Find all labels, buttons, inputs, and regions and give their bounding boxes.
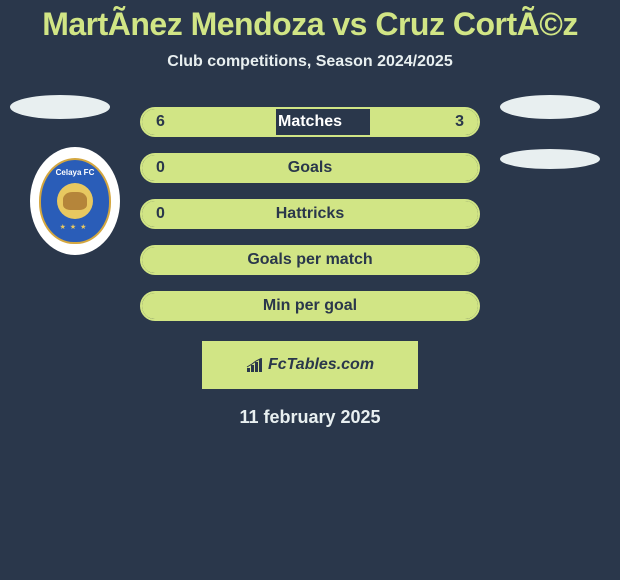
stats-area: Celaya FC ★★★ Matches63Goals0Hattricks0G… bbox=[0, 107, 620, 428]
stat-label: Goals bbox=[142, 159, 478, 177]
stat-value-left: 0 bbox=[156, 205, 165, 223]
main-container: MartÃ­nez Mendoza vs Cruz CortÃ©z Club c… bbox=[0, 0, 620, 428]
stat-value-left: 6 bbox=[156, 113, 165, 131]
credit-box: FcTables.com bbox=[202, 341, 418, 389]
chart-icon bbox=[246, 358, 264, 372]
bull-icon bbox=[63, 192, 87, 210]
stat-rows: Matches63Goals0Hattricks0Goals per match… bbox=[140, 107, 480, 321]
date-text: 11 february 2025 bbox=[0, 407, 620, 428]
badge-emblem-circle bbox=[57, 183, 93, 219]
stat-value-left: 0 bbox=[156, 159, 165, 177]
stat-label: Hattricks bbox=[142, 205, 478, 223]
stat-label: Matches bbox=[142, 113, 478, 131]
stat-row: Hattricks0 bbox=[140, 199, 480, 229]
avatar-right-placeholder-2 bbox=[500, 149, 600, 169]
page-title: MartÃ­nez Mendoza vs Cruz CortÃ©z bbox=[0, 6, 620, 43]
stat-label: Goals per match bbox=[142, 251, 478, 269]
stat-row: Goals0 bbox=[140, 153, 480, 183]
stat-row: Matches6 3 bbox=[140, 107, 480, 137]
avatar-right-placeholder bbox=[500, 95, 600, 119]
stat-row: Goals per match bbox=[140, 245, 480, 275]
avatar-left-placeholder bbox=[10, 95, 110, 119]
stat-value-right: 3 bbox=[455, 113, 464, 131]
stat-label: Min per goal bbox=[142, 297, 478, 315]
team-badge: Celaya FC ★★★ bbox=[30, 147, 120, 255]
stat-row: Min per goal bbox=[140, 291, 480, 321]
credit-text: FcTables.com bbox=[268, 356, 374, 374]
badge-shield: Celaya FC ★★★ bbox=[39, 158, 111, 244]
subtitle: Club competitions, Season 2024/2025 bbox=[0, 53, 620, 71]
badge-stars: ★★★ bbox=[60, 223, 91, 231]
badge-text: Celaya FC bbox=[56, 168, 95, 177]
